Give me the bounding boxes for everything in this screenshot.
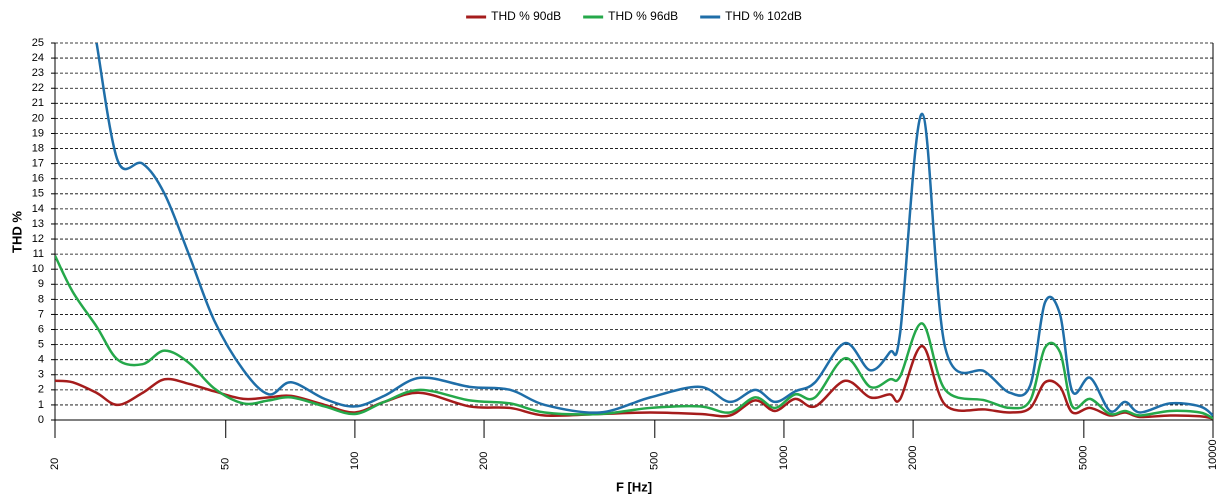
x-tick-label: 200	[478, 452, 490, 470]
y-tick-label: 22	[32, 82, 44, 94]
y-tick-label: 14	[32, 203, 44, 215]
y-tick-label: 9	[38, 278, 44, 290]
y-tick-label: 6	[38, 323, 44, 335]
legend-item: THD % 102dB	[700, 9, 802, 23]
x-tick-label: 500	[649, 452, 661, 470]
legend-label: THD % 90dB	[491, 9, 561, 23]
y-axis-title: THD %	[9, 211, 24, 253]
y-tick-label: 5	[38, 339, 44, 351]
y-tick-label: 17	[32, 158, 44, 170]
x-tick-label: 2000	[907, 446, 919, 470]
series-line	[55, 255, 1213, 420]
x-tick-label: 1000	[778, 446, 790, 470]
y-tick-label: 21	[32, 97, 44, 109]
y-tick-label: 3	[38, 369, 44, 381]
y-tick-label: 13	[32, 218, 44, 230]
y-tick-label: 16	[32, 173, 44, 185]
y-tick-label: 8	[38, 293, 44, 305]
y-tick-label: 20	[32, 112, 44, 124]
y-tick-label: 15	[32, 188, 44, 200]
x-tick-label: 20	[49, 458, 61, 470]
y-tick-label: 7	[38, 308, 44, 320]
y-tick-label: 12	[32, 233, 44, 245]
y-tick-label: 24	[32, 52, 44, 64]
y-tick-label: 23	[32, 67, 44, 79]
y-tick-label: 0	[38, 414, 44, 426]
y-tick-label: 11	[33, 248, 44, 260]
series-line	[95, 43, 1213, 417]
y-tick-label: 2	[38, 384, 44, 396]
x-tick-label: 10000	[1207, 439, 1219, 470]
y-tick-label: 19	[32, 127, 44, 139]
legend-item: THD % 90dB	[466, 9, 561, 23]
legend-label: THD % 102dB	[725, 9, 802, 23]
x-tick-label: 5000	[1078, 446, 1090, 470]
x-axis-title: F [Hz]	[616, 479, 652, 494]
series-line	[55, 344, 1213, 420]
y-tick-label: 25	[32, 37, 44, 49]
y-tick-label: 10	[32, 263, 44, 275]
x-tick-label: 50	[220, 458, 232, 470]
legend-item: THD % 96dB	[583, 9, 678, 23]
y-tick-label: 18	[32, 142, 44, 154]
legend: THD % 90dB THD % 96dB THD % 102dB	[466, 9, 802, 23]
legend-label: THD % 96dB	[608, 9, 678, 23]
y-tick-label: 4	[38, 354, 44, 366]
y-tick-label: 1	[38, 399, 44, 411]
x-tick-label: 100	[349, 452, 361, 470]
